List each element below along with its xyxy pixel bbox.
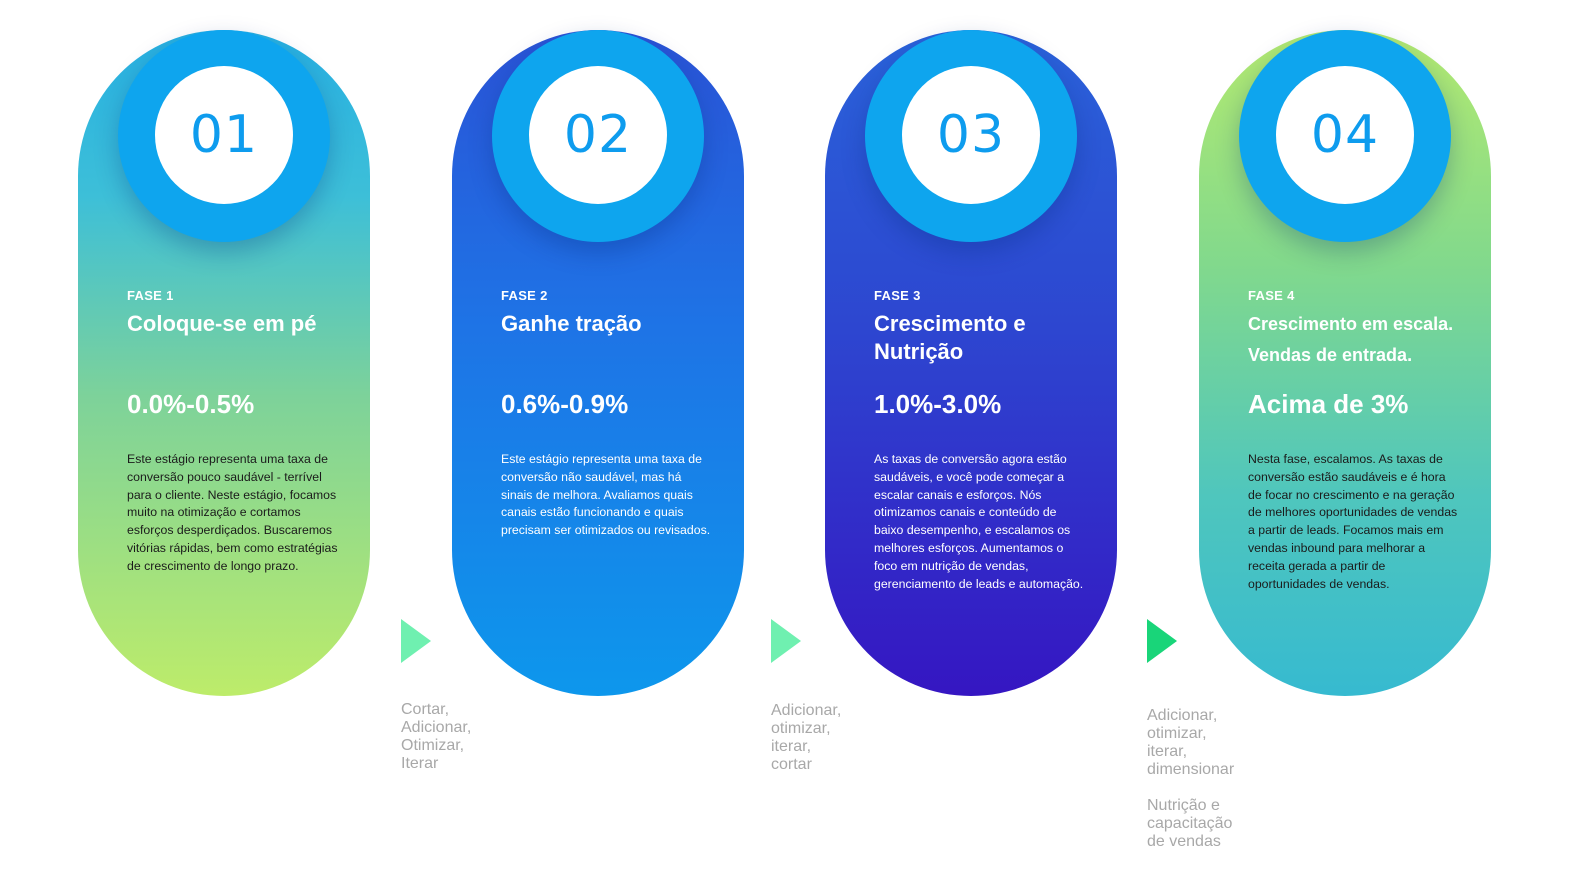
conversion-rate: 1.0%-3.0%: [874, 389, 1002, 419]
phase-label: FASE 1: [127, 288, 174, 303]
transition-actions-1: Cortar, Adicionar, Otimizar, Iterar: [401, 701, 472, 772]
phase-title: Crescimento em escala. Vendas de entrada…: [1248, 314, 1454, 365]
number-badge: 01: [155, 66, 293, 204]
phase-description: As taxas de conversão agora estão saudáv…: [874, 452, 1084, 591]
phase-number: 03: [936, 105, 1006, 165]
phase-title: Ganhe tração: [501, 311, 642, 336]
phase-card-2: 02 FASE 2 Ganhe tração 0.6%-0.9% Este es…: [452, 30, 744, 696]
phase-title: Crescimento e Nutrição: [874, 311, 1026, 364]
phase-label: FASE 4: [1248, 288, 1295, 303]
phase-description: Este estágio representa uma taxa de conv…: [501, 452, 711, 538]
phase-number: 02: [563, 105, 633, 165]
phase-title: Coloque-se em pé: [127, 311, 317, 336]
phase-label: FASE 3: [874, 288, 921, 303]
transition-actions-3: Adicionar, otimizar, iterar, dimensionar: [1147, 707, 1235, 778]
number-badge-ring: 04: [1239, 30, 1451, 242]
phase-card-4: 04 FASE 4 Crescimento em escala. Vendas …: [1199, 30, 1491, 696]
conversion-rate: 0.0%-0.5%: [127, 389, 255, 419]
phase-card-1: 01 FASE 1 Coloque-se em pé 0.0%-0.5% Est…: [78, 30, 370, 696]
conversion-rate: Acima de 3%: [1248, 389, 1409, 419]
phase-description: Nesta fase, escalamos. As taxas de conve…: [1248, 452, 1458, 591]
number-badge: 02: [529, 66, 667, 204]
conversion-rate: 0.6%-0.9%: [501, 389, 629, 419]
play-arrow-icon: [401, 619, 431, 663]
number-badge: 04: [1276, 66, 1414, 204]
transition-extra-3: Nutrição e capacitação de vendas: [1147, 797, 1233, 850]
phase-label: FASE 2: [501, 288, 548, 303]
number-badge-ring: 03: [865, 30, 1077, 242]
number-badge-ring: 01: [118, 30, 330, 242]
phase-card-3: 03 FASE 3 Crescimento e Nutrição 1.0%-3.…: [825, 30, 1117, 696]
play-arrow-icon: [771, 619, 801, 663]
number-badge-ring: 02: [492, 30, 704, 242]
number-badge: 03: [902, 66, 1040, 204]
transition-actions-2: Adicionar, otimizar, iterar, cortar: [771, 702, 842, 773]
play-arrow-icon: [1147, 619, 1177, 663]
phase-number: 04: [1310, 105, 1380, 165]
phase-number: 01: [189, 105, 259, 165]
phase-description: Este estágio representa uma taxa de conv…: [127, 452, 338, 573]
